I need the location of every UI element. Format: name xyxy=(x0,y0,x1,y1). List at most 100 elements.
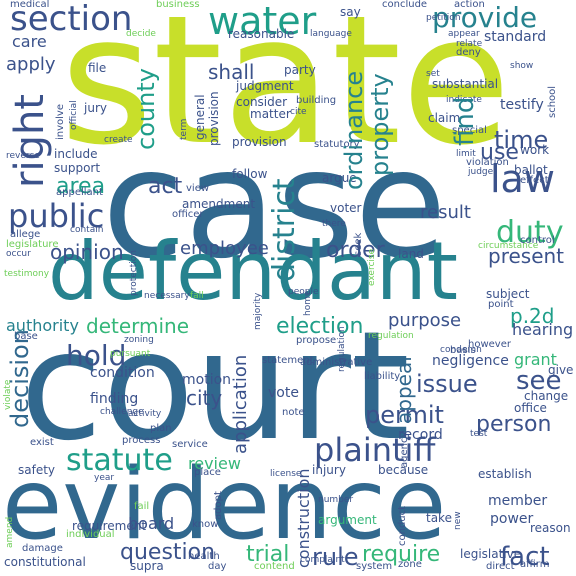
word-plaintiff: plaintiff xyxy=(314,431,436,469)
word-liability: conduct xyxy=(397,505,408,546)
word-claim: ballot xyxy=(514,163,548,177)
word-construction: construction xyxy=(294,468,313,569)
word-exercise: complaint xyxy=(300,555,345,565)
word-condemn: decide xyxy=(126,29,156,39)
word-business: action xyxy=(454,0,485,10)
word-determine: determine xyxy=(86,314,190,338)
word-year: challenge xyxy=(100,407,144,417)
word-zoning: regulation xyxy=(337,326,347,372)
word-seek: building xyxy=(296,95,337,106)
word-testimony: exercise xyxy=(367,248,377,286)
word-party: party xyxy=(284,63,316,77)
word-time: time xyxy=(494,126,549,154)
word-allege: legislature xyxy=(6,239,59,250)
word-state: state xyxy=(60,0,511,184)
word-change: work xyxy=(520,143,550,157)
word-decision: decision xyxy=(6,329,34,428)
word-note: liability xyxy=(364,371,401,382)
word-conclusion: there xyxy=(322,219,346,229)
word-amendment: provision xyxy=(232,135,287,149)
word-activity: zoning xyxy=(124,335,154,345)
word-school: deny xyxy=(456,47,481,58)
word-term: note xyxy=(282,407,305,418)
word-administrative: agency xyxy=(399,431,410,468)
word-limit: petition xyxy=(426,13,461,23)
word-service: place xyxy=(194,467,221,478)
word-substantial: claim xyxy=(428,111,461,125)
word-indicate: cite xyxy=(290,107,307,117)
word-requirement: establish xyxy=(478,467,532,481)
word-judge: pursuant xyxy=(110,349,151,359)
word-section: section xyxy=(10,0,133,39)
word-action: say xyxy=(340,5,361,19)
word-provision: provision xyxy=(207,91,221,146)
word-water: water xyxy=(208,0,317,43)
word-license: activity xyxy=(128,409,162,419)
word-establish: because xyxy=(378,463,429,477)
word-necessary: contain xyxy=(70,225,104,235)
word-provide: provide xyxy=(432,1,538,34)
word-hearing: hearing xyxy=(512,320,574,339)
word-testify: testify xyxy=(500,97,544,113)
word-judgment: judgment xyxy=(236,79,294,93)
word-require: require xyxy=(362,542,441,567)
word-argument: take xyxy=(426,511,452,525)
word-basis: however xyxy=(468,339,511,350)
word-fact: fact xyxy=(500,542,550,572)
word-cite: set xyxy=(426,69,440,79)
word-reverse: create xyxy=(104,135,133,145)
word-subject: office xyxy=(514,401,547,415)
word-legislature: appellant xyxy=(56,187,103,198)
word-there: condemn xyxy=(440,345,482,355)
word-deny: propose xyxy=(296,335,337,346)
word-law: law xyxy=(490,157,555,201)
word-circumstance: amend xyxy=(5,516,15,548)
word-finding: finding xyxy=(90,391,139,407)
word-language: relate xyxy=(456,39,483,49)
word-conclude: medical xyxy=(10,0,50,10)
word-application: application xyxy=(230,354,251,454)
word-complaint: new xyxy=(453,511,463,530)
word-matter: matter xyxy=(250,107,291,121)
word-base: allege xyxy=(10,229,41,240)
word-ordinance: ordinance xyxy=(340,70,368,190)
word-contend: day xyxy=(208,561,227,572)
word-home: people xyxy=(288,287,319,297)
word-day: health xyxy=(188,551,220,562)
word-district: district xyxy=(267,178,302,282)
word-land: give xyxy=(548,363,574,377)
word-motion: motion xyxy=(182,372,232,388)
word-plan: service xyxy=(172,439,208,450)
word-regulation: majority xyxy=(253,292,263,330)
word-construe: violate xyxy=(3,379,13,410)
word-place: adopt xyxy=(213,491,224,520)
word-public: public xyxy=(8,197,105,235)
word-violate: judge xyxy=(468,167,494,177)
word-standard: standard xyxy=(484,29,547,45)
word-member: requirement xyxy=(72,519,147,533)
word-officer: contend xyxy=(254,561,295,572)
word-vote: vote xyxy=(268,385,299,401)
word-consider: consider xyxy=(236,95,288,109)
word-court: court xyxy=(20,300,410,474)
word-support: support xyxy=(54,161,101,175)
word-challenge: regulation xyxy=(368,331,414,341)
word-present: present xyxy=(488,244,565,268)
word-reason: argument xyxy=(318,513,377,527)
word-shall: shall xyxy=(208,60,255,84)
word-adopt: point xyxy=(488,299,514,310)
word-propose: fail xyxy=(134,501,150,512)
word-include: include xyxy=(54,147,98,161)
word-fail: legislative xyxy=(460,547,522,561)
word-say: voter xyxy=(330,201,362,215)
word-because: injury xyxy=(312,463,346,477)
word-control: seek xyxy=(353,232,364,256)
word-number: year xyxy=(94,473,115,483)
word-city: city xyxy=(186,386,223,410)
word-agency: statement xyxy=(262,355,314,366)
word-injury: land xyxy=(398,247,424,261)
word-statutory: school xyxy=(547,85,558,118)
word-question: question xyxy=(120,540,216,565)
word-reasonable: reasonable xyxy=(228,27,295,41)
word-permit: permit xyxy=(365,401,444,429)
